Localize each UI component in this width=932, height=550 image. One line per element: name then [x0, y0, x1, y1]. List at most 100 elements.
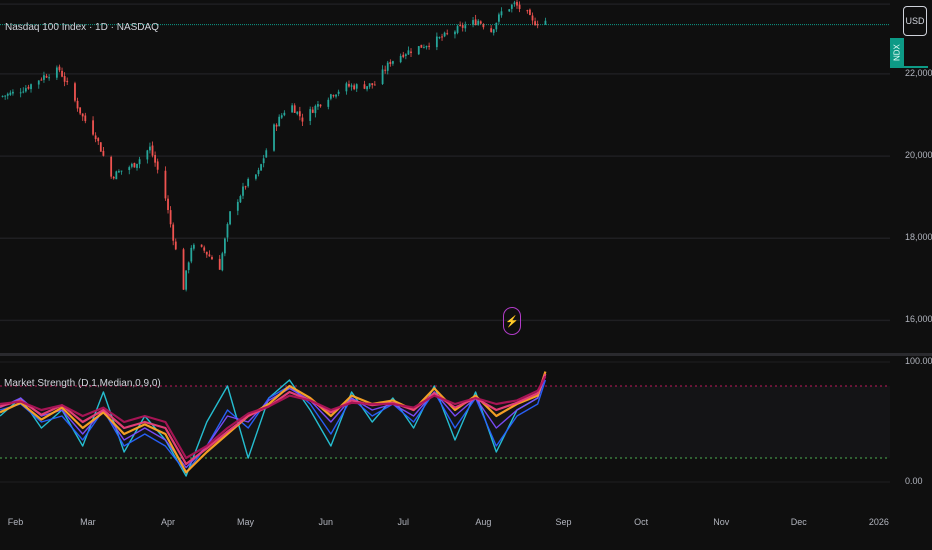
candle: [283, 112, 286, 116]
candle: [58, 66, 61, 71]
candle: [474, 19, 477, 25]
candle: [76, 100, 79, 109]
pane-divider[interactable]: [0, 353, 932, 356]
date-tick-label: Mar: [80, 517, 96, 527]
candle: [30, 84, 32, 90]
candle: [187, 262, 190, 271]
candle: [479, 21, 482, 24]
candle: [544, 20, 547, 25]
candle: [435, 36, 438, 48]
candle: [120, 170, 123, 172]
candle: [262, 158, 265, 164]
candle: [363, 84, 366, 89]
candle: [9, 92, 12, 95]
candle: [446, 33, 449, 35]
date-tick-label: Dec: [790, 517, 807, 527]
candle: [327, 99, 330, 107]
candle: [329, 94, 332, 99]
candle: [151, 145, 154, 156]
candle: [311, 109, 314, 113]
candle: [79, 107, 82, 114]
candle: [149, 146, 151, 151]
candle: [257, 170, 260, 174]
indicator-title: Market Strength (D,1,Median,0,9,0): [4, 378, 161, 389]
candle: [368, 83, 371, 87]
candle: [74, 83, 76, 101]
currency-button[interactable]: USD: [903, 6, 927, 36]
candle: [97, 138, 100, 142]
candle: [203, 247, 206, 251]
candle: [472, 20, 474, 25]
candle: [192, 244, 195, 249]
candle: [314, 105, 317, 114]
candle: [164, 170, 167, 199]
candle: [531, 15, 534, 21]
date-tick-label: 2026: [868, 517, 889, 527]
candle: [226, 224, 229, 238]
candle: [456, 26, 459, 33]
candle: [138, 159, 141, 165]
candle: [4, 95, 7, 97]
candle: [309, 109, 312, 121]
candle: [417, 46, 420, 55]
candle: [84, 115, 87, 122]
candle: [247, 178, 250, 187]
candle: [373, 84, 376, 86]
candle: [205, 251, 208, 255]
indicator-series: [0, 371, 547, 477]
candle: [275, 124, 278, 127]
candle: [386, 62, 389, 71]
candle: [92, 120, 94, 135]
candle: [392, 61, 394, 64]
candle: [348, 83, 350, 87]
candlestick-series: [1, 0, 547, 292]
candle: [353, 85, 356, 90]
candle: [534, 21, 536, 26]
candle: [381, 69, 384, 84]
candle: [136, 163, 138, 168]
candle: [389, 61, 392, 65]
candle: [94, 135, 97, 140]
candle: [1, 95, 4, 97]
candle: [118, 171, 120, 173]
candle: [27, 86, 30, 89]
candle: [454, 31, 456, 35]
candle: [12, 91, 14, 94]
candle: [402, 54, 405, 58]
indicator-line: [0, 379, 547, 474]
candle: [350, 85, 353, 87]
candle: [477, 20, 480, 26]
candle: [529, 9, 531, 15]
date-tick-label: Jul: [397, 517, 410, 527]
candle: [130, 163, 133, 167]
price-tick-label: 22,000.00: [905, 67, 932, 78]
candle: [498, 14, 500, 22]
lightning-icon[interactable]: ⚡: [503, 307, 521, 335]
date-tick-label: May: [237, 517, 255, 527]
candle: [63, 76, 66, 82]
candle: [182, 249, 185, 290]
candle: [428, 45, 431, 47]
candle: [293, 105, 296, 113]
chart-title: Nasdaq 100 Index · 1D · NASDAQ: [5, 22, 159, 33]
candle: [518, 4, 521, 9]
candle: [48, 77, 51, 79]
candle: [45, 75, 48, 78]
candle: [110, 156, 113, 177]
candle: [55, 67, 58, 78]
candle: [40, 79, 43, 81]
indicator-tick-label: 100.00: [905, 356, 932, 366]
candle: [366, 86, 368, 90]
date-tick-label: Aug: [475, 517, 492, 527]
candle: [211, 257, 213, 260]
candle: [218, 258, 221, 270]
candle: [239, 196, 242, 203]
candle: [399, 55, 402, 63]
candle: [482, 24, 485, 28]
candle: [244, 186, 247, 188]
candle: [133, 162, 136, 168]
candle: [516, 1, 518, 6]
candle: [500, 11, 503, 16]
candle: [223, 238, 226, 254]
